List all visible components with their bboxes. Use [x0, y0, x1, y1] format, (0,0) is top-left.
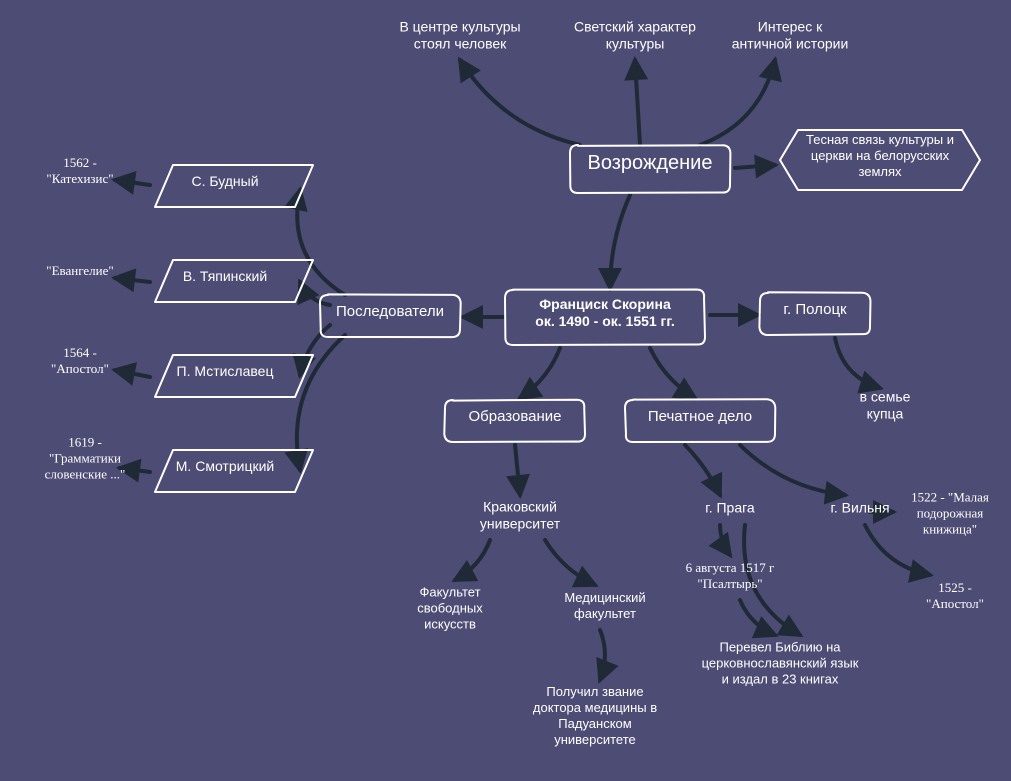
edge-skorina-printing: [650, 348, 695, 398]
node-psalter: 6 августа 1517 г"Псалтырь": [686, 560, 775, 591]
node-prague: г. Прага: [705, 500, 755, 516]
edge-printing-vilna: [740, 445, 845, 495]
node-label-medical: Медицинскийфакультет: [564, 590, 645, 621]
edge-prague-psalter: [720, 525, 730, 555]
node-label-bible: Перевел Библию нацерковнославянский язык…: [702, 640, 859, 687]
edge-vilna-apostol: [865, 525, 930, 575]
node-vilna: г. Вильня: [830, 500, 889, 516]
node-secular: Светский характеркультуры: [574, 19, 696, 52]
node-label-renaissance: Возрождение: [588, 152, 713, 174]
edge-followers-tyapinsky: [300, 282, 330, 305]
node-label-mstislavets_work: 1564 -"Апостол": [51, 345, 109, 376]
edge-printing-prague: [685, 445, 720, 495]
edge-mstislavets-mstislavets_work: [115, 370, 150, 377]
node-label-padua: Получил званиедоктора медицины вПадуанск…: [533, 684, 657, 747]
edge-budny-budny_work: [115, 180, 150, 185]
node-liberal_arts: Факультетсвободныхискусств: [417, 585, 483, 632]
node-label-followers: Последователи: [336, 303, 444, 320]
node-medical: Медицинскийфакультет: [564, 590, 645, 621]
node-label-tyapinsky: В. Тяпинский: [183, 268, 267, 284]
node-label-merchant: в семьекупца: [860, 389, 911, 422]
node-education: Образование: [444, 400, 585, 442]
node-budny: С. Будный: [155, 165, 313, 207]
node-followers: Последователи: [320, 294, 461, 337]
edge-renaissance-antique: [700, 60, 775, 145]
node-label-education: Образование: [469, 408, 562, 425]
edge-skorina-education: [520, 348, 560, 398]
edge-polotsk-merchant: [835, 338, 880, 388]
edge-renaissance-secular: [635, 60, 640, 145]
node-apostol: 1525 -"Апостол": [926, 580, 984, 611]
node-antique: Интерес кантичной истории: [732, 19, 849, 52]
edge-medical-padua: [600, 630, 605, 680]
node-label-mstislavets: П. Мстиславец: [177, 363, 274, 379]
edge-renaissance-skorina: [610, 195, 630, 288]
node-label-krakow: Краковскийуниверситет: [480, 499, 561, 532]
node-renaissance: Возрождение: [570, 145, 730, 193]
node-label-apostol: 1525 -"Апостол": [926, 580, 984, 611]
node-bible: Перевел Библию нацерковнославянский язык…: [702, 640, 859, 687]
node-label-budny_work: 1562 -"Катехизис": [46, 155, 113, 186]
edge-krakow-medical: [545, 540, 595, 585]
node-skorina: Франциск Скоринаок. 1490 - ок. 1551 гг.: [505, 290, 705, 345]
edge-education-krakow: [515, 445, 520, 495]
node-smotritsky: М. Смотрицкий: [155, 450, 313, 492]
node-label-prague: г. Прага: [705, 500, 755, 516]
mindmap-diagram: Возрождение В центре культурыстоял челове…: [0, 0, 1011, 781]
node-smotritsky_work: 1619 -"Грамматикисловенские ...": [45, 435, 126, 482]
node-label-psalter: 6 августа 1517 г"Псалтырь": [686, 560, 775, 591]
node-label-budny: С. Будный: [191, 173, 258, 189]
edge-psalter-bible: [740, 600, 775, 635]
node-padua: Получил званиедоктора медицины вПадуанск…: [533, 684, 657, 747]
edge-krakow-liberal_arts: [455, 540, 490, 580]
node-label-small_book: 1522 - "Малаяподорожнаякнижица": [911, 490, 989, 537]
node-label-antique: Интерес кантичной истории: [732, 19, 849, 52]
edge-renaissance-church: [735, 165, 775, 168]
node-label-printing: Печатное дело: [648, 408, 752, 425]
node-krakow: Краковскийуниверситет: [480, 499, 561, 532]
node-merchant: в семьекупца: [860, 389, 911, 422]
node-center_human: В центре культурыстоял человек: [399, 19, 520, 52]
node-printing: Печатное дело: [625, 399, 775, 442]
node-label-skorina: Франциск Скоринаок. 1490 - ок. 1551 гг.: [535, 296, 674, 329]
node-label-vilna: г. Вильня: [830, 500, 889, 516]
node-budny_work: 1562 -"Катехизис": [46, 155, 113, 186]
edge-tyapinsky-tyapinsky_work: [115, 278, 150, 282]
node-label-polotsk: г. Полоцк: [783, 301, 847, 318]
node-tyapinsky: В. Тяпинский: [155, 260, 313, 302]
node-mstislavets_work: 1564 -"Апостол": [51, 345, 109, 376]
node-tyapinsky_work: "Евангелие": [46, 263, 113, 278]
node-label-smotritsky: М. Смотрицкий: [176, 458, 274, 474]
node-mstislavets: П. Мстиславец: [155, 355, 313, 397]
node-label-church: Тесная связь культуры ицеркви на белорус…: [806, 132, 954, 179]
node-label-tyapinsky_work: "Евангелие": [46, 263, 113, 278]
node-label-center_human: В центре культурыстоял человек: [399, 19, 520, 52]
edge-renaissance-center_human: [460, 60, 580, 145]
node-label-secular: Светский характеркультуры: [574, 19, 696, 52]
node-polotsk: г. Полоцк: [759, 292, 870, 335]
node-label-liberal_arts: Факультетсвободныхискусств: [417, 585, 483, 632]
node-small_book: 1522 - "Малаяподорожнаякнижица": [911, 490, 989, 537]
node-church: Тесная связь культуры ицеркви на белорус…: [780, 130, 980, 190]
node-label-smotritsky_work: 1619 -"Грамматикисловенские ...": [45, 435, 126, 482]
